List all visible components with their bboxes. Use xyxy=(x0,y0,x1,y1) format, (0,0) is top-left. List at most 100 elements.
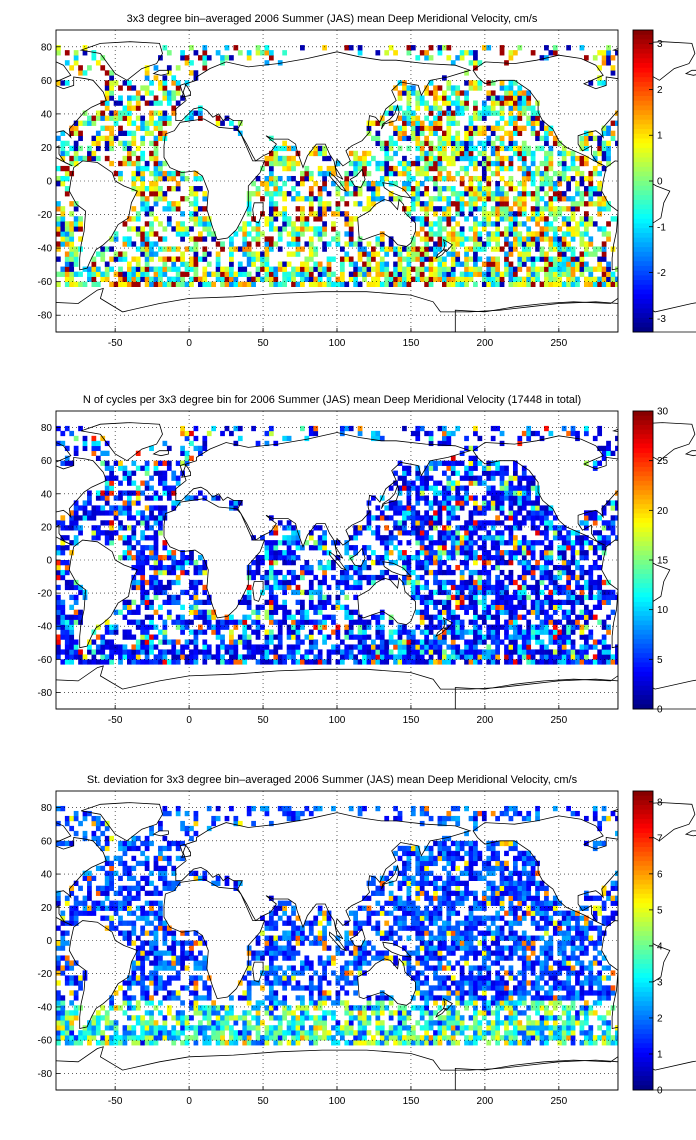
heatmap-cell xyxy=(397,475,403,481)
heatmap-cell xyxy=(410,191,416,197)
heatmap-cell xyxy=(473,105,478,111)
heatmap-cell xyxy=(486,609,492,615)
coastline xyxy=(472,54,640,167)
heatmap-cell xyxy=(73,649,79,655)
heatmap-cell xyxy=(206,261,212,267)
heatmap-cell xyxy=(158,160,163,167)
heatmap-cell xyxy=(233,500,239,506)
heatmap-cell xyxy=(304,634,310,640)
heatmap-cell xyxy=(419,614,425,620)
heatmap-cell xyxy=(304,241,310,247)
heatmap-cell xyxy=(135,500,141,506)
heatmap-cell xyxy=(490,281,496,287)
heatmap-cells xyxy=(56,45,620,287)
heatmap-cell xyxy=(415,140,421,147)
colorbar-segment xyxy=(633,199,653,205)
heatmap-cell xyxy=(512,130,518,136)
heatmap-cell xyxy=(140,569,146,576)
heatmap-cell xyxy=(450,639,456,645)
heatmap-cell xyxy=(521,125,527,131)
heatmap-cell xyxy=(428,261,434,267)
heatmap-cell xyxy=(282,216,288,222)
heatmap-cell xyxy=(517,150,523,157)
y-tick-label: 80 xyxy=(41,42,53,53)
heatmap-cell xyxy=(362,170,367,177)
heatmap-cell xyxy=(104,145,110,152)
heatmap-cell xyxy=(424,160,429,167)
heatmap-cell xyxy=(521,105,527,111)
heatmap-cell xyxy=(539,211,545,217)
heatmap-cell xyxy=(402,560,407,566)
heatmap-cell xyxy=(388,500,394,506)
heatmap-cell xyxy=(60,130,66,136)
heatmap-cell xyxy=(109,281,114,287)
heatmap-cell xyxy=(166,555,172,561)
heatmap-cell xyxy=(344,654,350,660)
heatmap-cell xyxy=(184,639,190,645)
heatmap-cell xyxy=(246,201,252,207)
heatmap-cell xyxy=(362,639,367,645)
heatmap-cell xyxy=(277,520,283,526)
heatmap-cell xyxy=(69,251,75,257)
heatmap-cell xyxy=(512,105,518,111)
heatmap-cell xyxy=(512,150,518,157)
heatmap-cell xyxy=(122,80,128,86)
heatmap-cell xyxy=(433,485,438,491)
heatmap-cell xyxy=(60,569,66,576)
heatmap-cell xyxy=(601,276,607,282)
heatmap-cell xyxy=(437,256,443,262)
heatmap-cell xyxy=(335,160,341,167)
heatmap-cell xyxy=(530,50,536,56)
heatmap-cell xyxy=(100,644,106,650)
heatmap-cell xyxy=(517,480,523,486)
heatmap-cell xyxy=(455,525,461,531)
heatmap-cell xyxy=(335,186,341,192)
heatmap-cell xyxy=(109,75,114,81)
heatmap-cell xyxy=(118,130,123,136)
heatmap-cell xyxy=(69,130,75,136)
heatmap-cell xyxy=(95,644,101,650)
heatmap-cell xyxy=(468,130,474,136)
heatmap-cell xyxy=(433,540,438,546)
heatmap-cell xyxy=(64,241,70,247)
heatmap-cell xyxy=(371,135,376,142)
heatmap-cell xyxy=(530,525,536,531)
heatmap-cell xyxy=(175,614,181,620)
heatmap-cell xyxy=(233,639,239,645)
heatmap-cell xyxy=(229,256,234,262)
heatmap-cell xyxy=(468,480,474,486)
heatmap-cell xyxy=(402,271,407,277)
heatmap-cell xyxy=(481,540,487,546)
heatmap-cell xyxy=(246,281,252,287)
heatmap-cell xyxy=(437,440,443,447)
heatmap-cell xyxy=(131,545,137,551)
heatmap-cell xyxy=(597,80,603,86)
heatmap-cell xyxy=(406,271,412,277)
heatmap-cell xyxy=(512,90,518,96)
heatmap-cell xyxy=(486,196,492,202)
heatmap-cell xyxy=(135,465,141,471)
colorbar-tick-label: -2 xyxy=(657,268,666,279)
heatmap-cell xyxy=(282,579,288,586)
heatmap-cell xyxy=(264,60,270,66)
coastline xyxy=(349,168,366,189)
heatmap-cell xyxy=(393,654,398,660)
heatmap-cell xyxy=(126,510,132,516)
heatmap-cell xyxy=(521,251,527,257)
heatmap-cell xyxy=(517,594,523,601)
heatmap-cell xyxy=(486,654,492,660)
heatmap-cell xyxy=(477,659,483,665)
heatmap-cell xyxy=(424,50,429,56)
heatmap-cell xyxy=(189,70,194,76)
heatmap-cell xyxy=(397,490,403,496)
heatmap-cell xyxy=(433,624,438,630)
heatmap-cell xyxy=(268,160,274,167)
heatmap-cell xyxy=(78,649,83,655)
heatmap-cell xyxy=(264,634,270,640)
heatmap-cell xyxy=(508,614,514,620)
heatmap-cell xyxy=(495,125,500,131)
heatmap-cell xyxy=(388,649,394,655)
heatmap-cell xyxy=(379,510,385,516)
heatmap-cell xyxy=(406,170,412,177)
